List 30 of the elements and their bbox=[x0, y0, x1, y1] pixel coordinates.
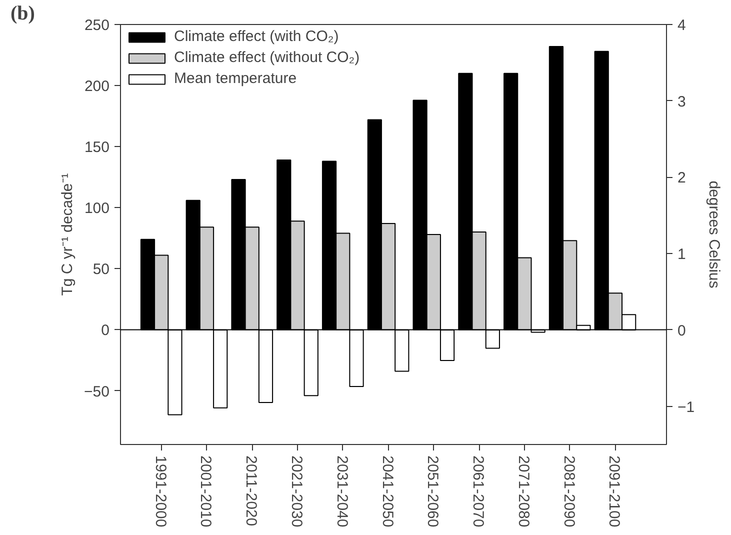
y2-tick-label: 2 bbox=[678, 170, 686, 187]
x-tick-label: 2001-2010 bbox=[197, 456, 214, 528]
y2-tick-label: 0 bbox=[678, 322, 686, 340]
x-tick-label: 2091-2100 bbox=[606, 456, 623, 528]
x-tick-label: 2041-2050 bbox=[378, 456, 396, 528]
x-tick-label: 2071-2080 bbox=[514, 456, 532, 528]
legend-label: Climate effect (with CO₂) bbox=[174, 28, 339, 45]
x-tick-label: 2021-2030 bbox=[288, 456, 306, 528]
legend-label: Mean temperature bbox=[174, 70, 297, 87]
x-tick-label: 2031-2040 bbox=[333, 456, 350, 528]
y-tick-label: 250 bbox=[84, 17, 110, 34]
text: (b) bbox=[10, 2, 35, 24]
y-tick-label: 0 bbox=[101, 322, 110, 340]
y-tick-label: −50 bbox=[84, 383, 110, 400]
y-tick-label: 150 bbox=[84, 139, 110, 156]
y2-axis-title: degrees Celsius bbox=[706, 180, 723, 288]
y-axis-title: Tg C yr⁻¹ decade⁻¹ bbox=[59, 173, 76, 296]
x-tick-label: 2081-2090 bbox=[560, 456, 578, 528]
y2-tick-label: 1 bbox=[678, 246, 686, 264]
y-tick-label: 100 bbox=[84, 200, 110, 218]
x-tick-label: 2061-2070 bbox=[470, 456, 487, 528]
y2-tick-label: 4 bbox=[678, 17, 686, 34]
legend-label: Climate effect (without CO₂) bbox=[174, 49, 360, 66]
y2-tick-label: 3 bbox=[678, 93, 686, 110]
y-tick-label: 50 bbox=[92, 261, 110, 278]
x-tick-label: 1991-2000 bbox=[152, 456, 169, 528]
y-tick-label: 200 bbox=[84, 78, 110, 96]
x-tick-label: 2011-2020 bbox=[242, 456, 260, 526]
x-tick-label: 2051-2060 bbox=[424, 456, 442, 528]
y2-tick-label: −1 bbox=[678, 398, 695, 416]
